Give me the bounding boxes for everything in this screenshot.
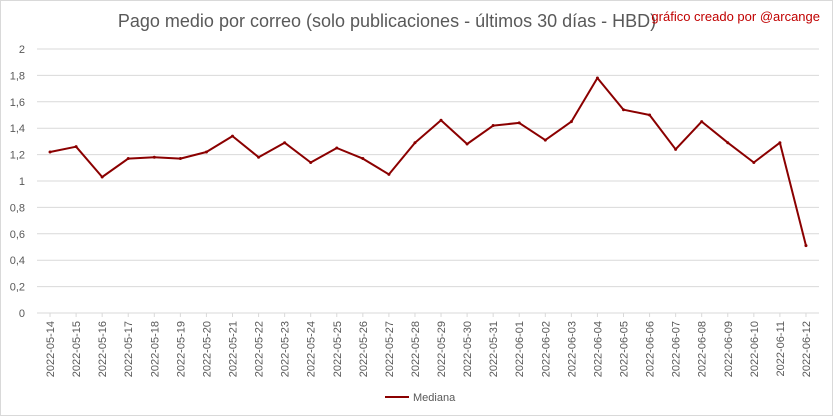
x-tick-label: 2022-06-06 [645,321,657,377]
x-tick-label: 2022-05-30 [462,321,474,377]
y-tick-label: 0,8 [10,202,25,214]
data-point [700,120,704,124]
data-point [413,141,417,145]
data-point [283,141,287,145]
x-tick-label: 2022-06-01 [514,321,526,377]
data-point [569,120,573,124]
y-tick-label: 1,6 [10,97,25,109]
data-point [543,138,547,142]
data-point [178,157,182,161]
data-point [726,141,730,145]
x-tick-label: 2022-05-14 [45,321,57,377]
data-point [622,108,625,112]
data-point [465,142,469,146]
y-tick-label: 2 [19,44,25,56]
data-point [257,155,261,159]
x-tick-label: 2022-06-07 [671,321,683,377]
x-tick-label: 2022-05-22 [254,321,266,377]
data-point [674,147,678,151]
x-tick-label: 2022-05-27 [384,321,396,377]
y-tick-label: 0,2 [10,282,25,294]
y-tick-label: 1,4 [10,123,25,135]
data-point [778,141,782,145]
data-point [387,172,391,176]
x-tick-label: 2022-05-21 [228,321,240,377]
y-tick-label: 0,6 [10,229,25,241]
y-tick-label: 1 [19,176,25,188]
x-tick-label: 2022-05-17 [123,321,135,377]
data-point [309,161,313,165]
x-tick-label: 2022-06-03 [566,321,578,377]
data-point [231,134,234,138]
x-tick-label: 2022-05-19 [175,321,187,377]
x-tick-label: 2022-06-02 [540,321,552,377]
data-point [335,146,339,150]
x-tick-label: 2022-06-08 [697,321,709,377]
data-point [126,157,130,161]
x-tick-label: 2022-05-20 [201,321,213,377]
data-point [152,155,156,159]
y-tick-label: 0 [19,308,25,320]
x-tick-label: 2022-05-24 [306,321,318,377]
x-tick-label: 2022-05-26 [358,321,370,377]
y-tick-label: 1,2 [10,150,25,162]
data-point [361,157,365,161]
x-tick-label: 2022-06-05 [619,321,631,377]
x-tick-label: 2022-06-12 [801,321,813,377]
x-tick-label: 2022-06-04 [592,321,604,377]
data-point [48,150,52,154]
y-tick-label: 0,4 [10,255,25,267]
x-tick-label: 2022-05-23 [280,321,292,377]
data-point [804,244,808,248]
chart-credit: gráfico creado por @arcange [651,9,820,24]
data-point [517,121,521,125]
data-point [204,150,208,154]
data-point [648,113,652,117]
chart-title: Pago medio por correo (solo publicacione… [117,11,657,31]
data-point [74,145,78,149]
data-point [595,76,599,80]
x-tick-label: 2022-05-31 [488,321,500,377]
y-tick-label: 1,8 [10,70,25,82]
x-tick-label: 2022-05-29 [436,321,448,377]
x-tick-label: 2022-05-28 [410,321,422,377]
legend-label: Mediana [413,392,456,404]
x-tick-label: 2022-05-16 [97,321,109,377]
x-tick-label: 2022-06-11 [775,321,787,376]
x-tick-label: 2022-05-25 [332,321,344,377]
series-line [49,77,807,246]
x-tick-label: 2022-05-15 [71,321,83,377]
data-point [491,124,495,128]
x-tick-label: 2022-05-18 [149,321,161,377]
data-point [752,161,756,165]
x-tick-label: 2022-06-09 [723,321,735,377]
x-tick-label: 2022-06-10 [749,321,761,377]
data-point [100,175,104,179]
data-point [439,118,443,122]
